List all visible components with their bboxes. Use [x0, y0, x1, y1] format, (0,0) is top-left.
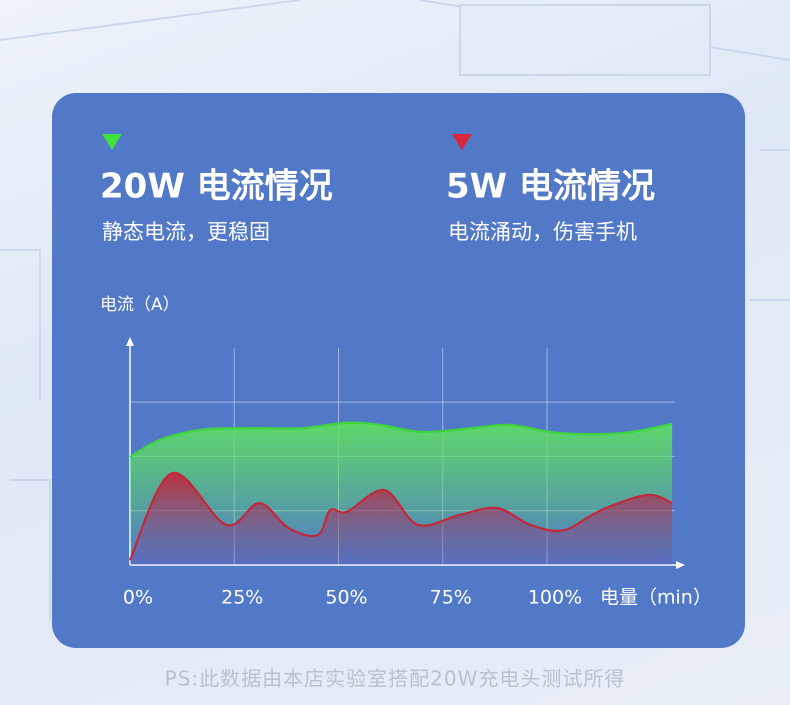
footnote: PS:此数据由本店实验室搭配20W充电头测试所得: [165, 667, 626, 691]
x-axis-label: 电量（min）: [600, 587, 712, 609]
legend-subtitle: 静态电流，更稳固: [102, 220, 270, 244]
x-tick-label: 100%: [528, 587, 582, 609]
axis-arrow: [126, 337, 134, 346]
background-deco: [0, 0, 790, 620]
axis-arrow: [676, 561, 685, 569]
x-tick-label: 25%: [221, 587, 263, 609]
legend-marker: [102, 134, 122, 150]
y-axis-label: 电流（A）: [100, 295, 180, 315]
x-tick-label: 0%: [123, 587, 153, 609]
series-line: [129, 472, 673, 561]
x-tick-label: 50%: [325, 587, 367, 609]
legend-title: 5W 电流情况: [446, 167, 655, 207]
series-area: [130, 472, 673, 565]
legend-subtitle: 电流涌动，伤害手机: [448, 220, 637, 244]
legend-title: 20W 电流情况: [100, 167, 333, 207]
legend-marker: [452, 134, 472, 150]
series-line: [129, 421, 673, 458]
x-tick-label: 75%: [430, 587, 472, 609]
